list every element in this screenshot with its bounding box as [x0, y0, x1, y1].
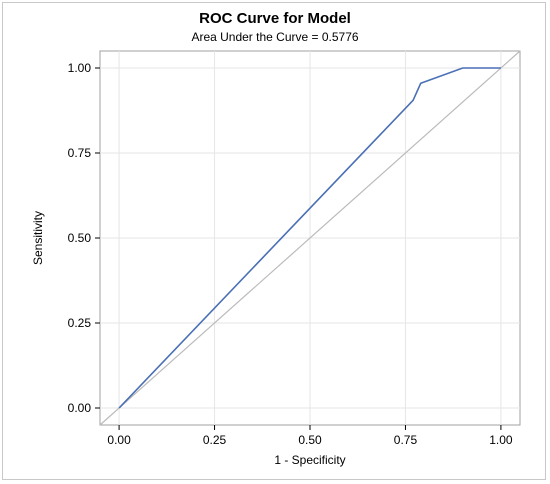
x-tick-label: 0.00 [107, 433, 131, 447]
y-tick-label: 0.50 [68, 231, 92, 245]
x-tick-label: 1.00 [489, 433, 513, 447]
y-tick-label: 0.00 [68, 401, 92, 415]
roc-curve-line [118, 67, 501, 409]
series-lines [99, 50, 521, 426]
x-tick-label: 0.25 [203, 433, 227, 447]
x-tick-label: 0.50 [298, 433, 322, 447]
reference-diagonal-line [99, 50, 521, 426]
y-axis-ticks: 0.00 0.25 0.50 0.75 1.00 [68, 61, 100, 415]
x-axis-label: 1 - Specificity [274, 453, 345, 467]
y-tick-label: 0.75 [68, 146, 92, 160]
x-tick-label: 0.75 [394, 433, 418, 447]
y-axis-label: Sensitivity [31, 211, 45, 265]
y-tick-label: 1.00 [68, 61, 92, 75]
chart-subtitle: Area Under the Curve = 0.5776 [191, 30, 359, 44]
y-tick-label: 0.25 [68, 316, 92, 330]
x-axis-ticks: 0.00 0.25 0.50 0.75 1.00 [107, 425, 513, 447]
chart-frame [2, 2, 546, 480]
chart-title: ROC Curve for Model [199, 10, 351, 27]
